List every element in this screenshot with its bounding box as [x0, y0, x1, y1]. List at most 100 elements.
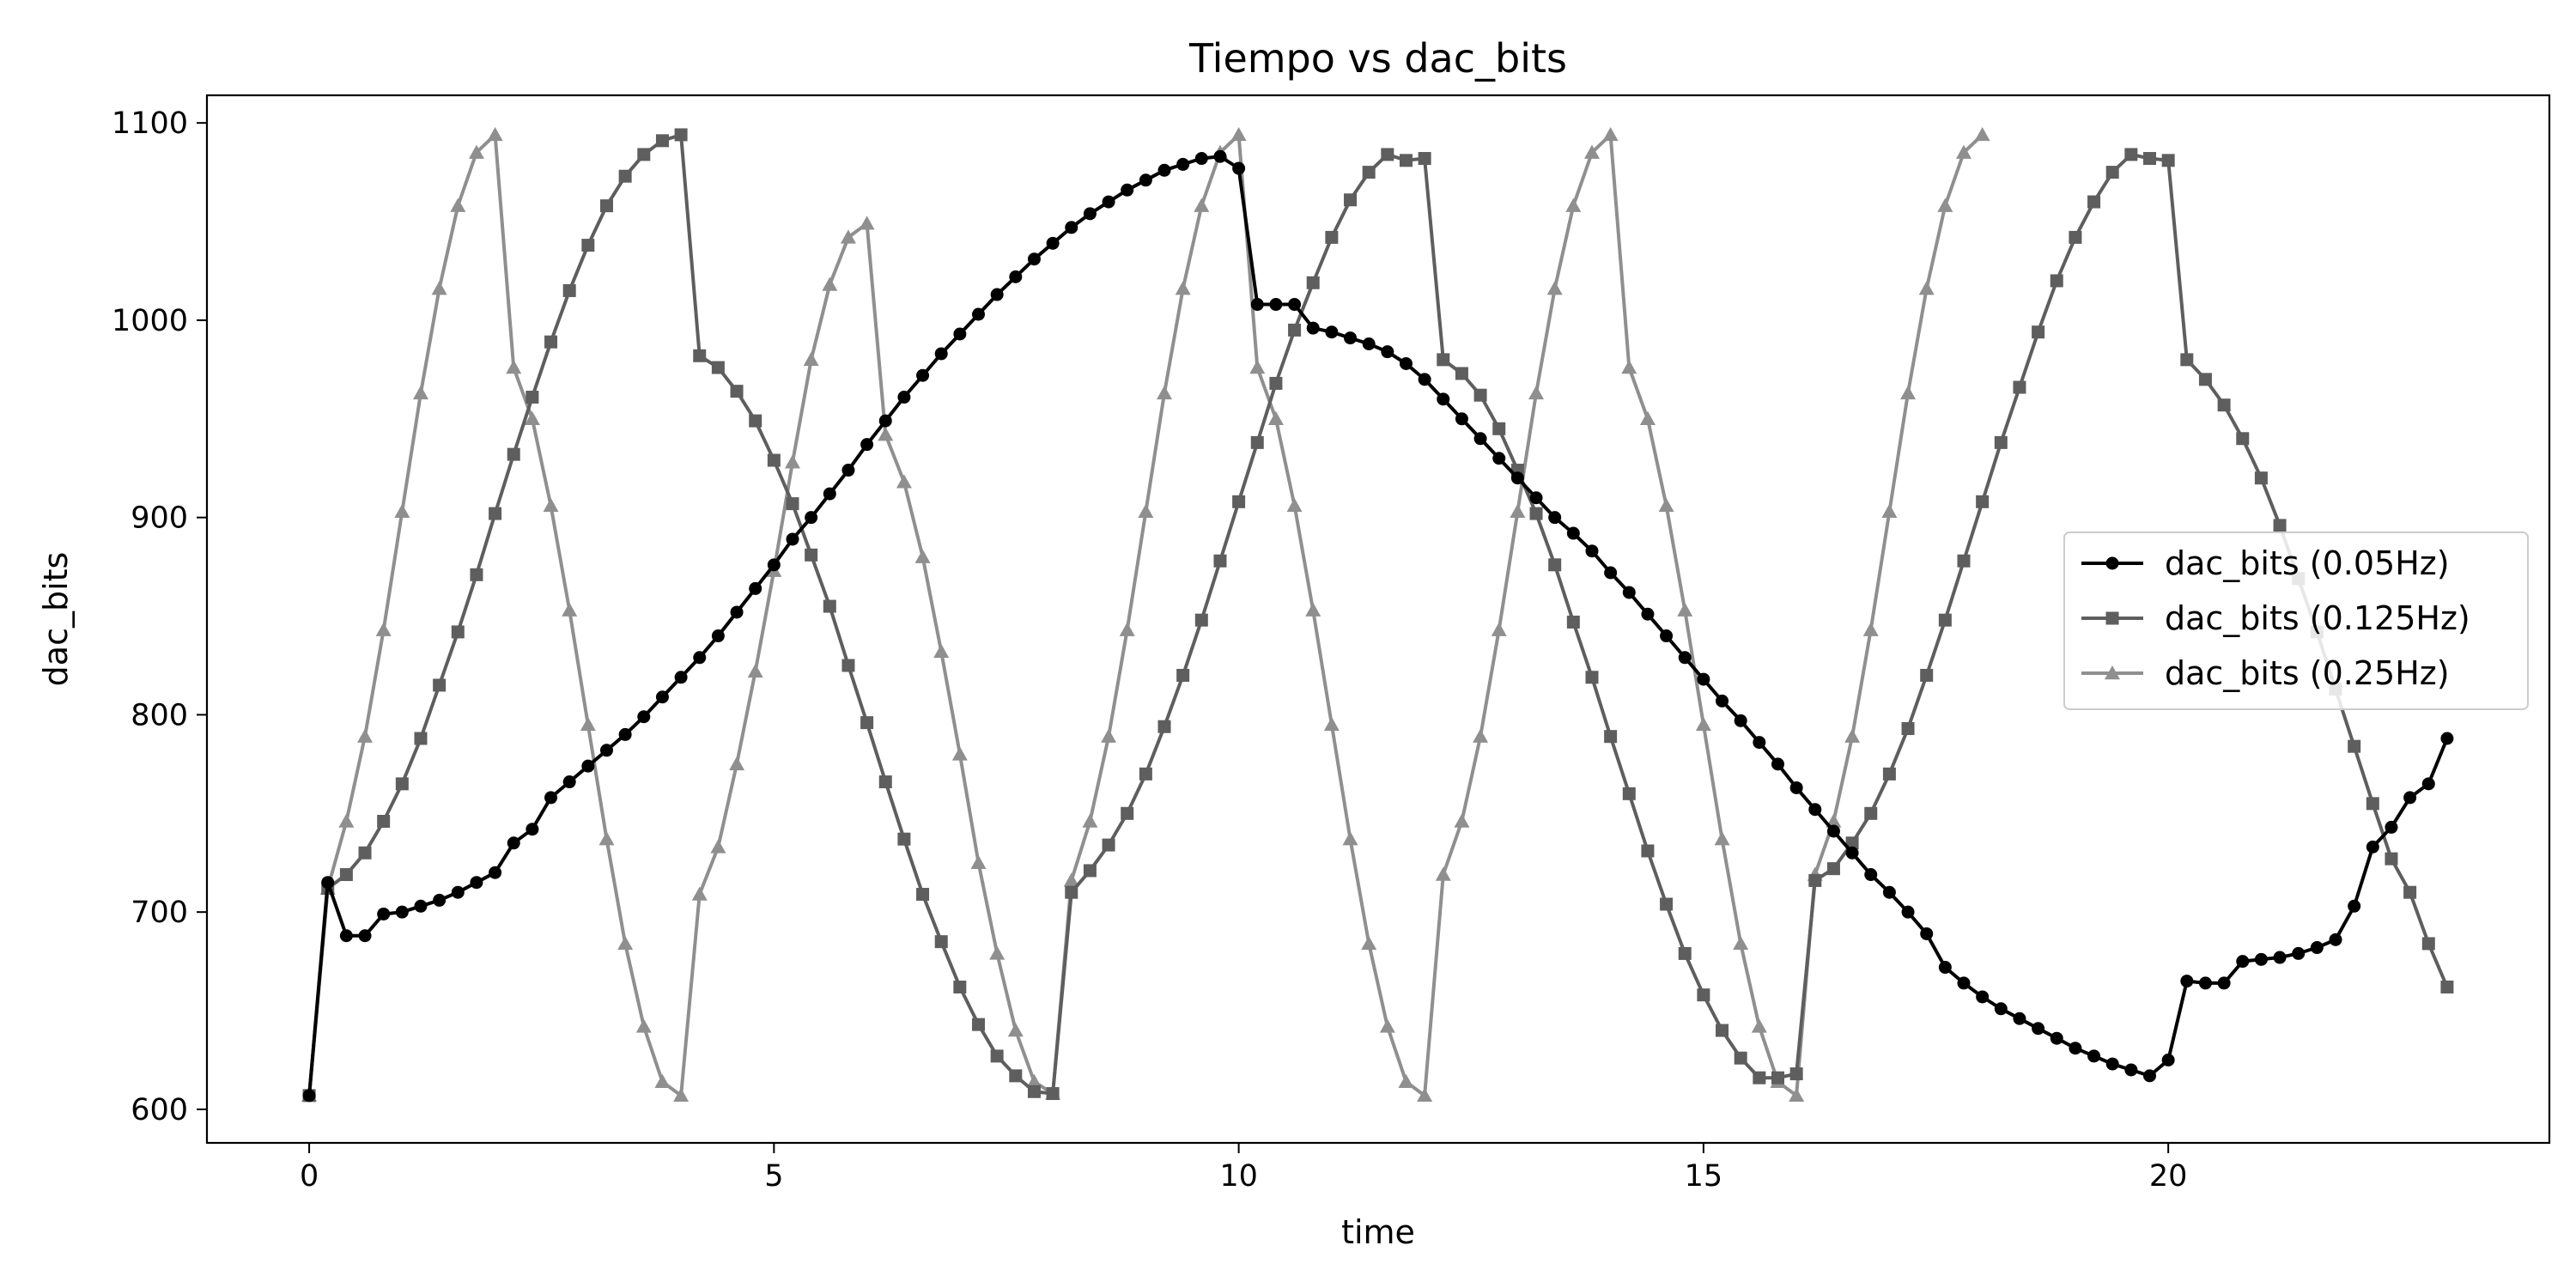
data-point: [1455, 412, 1468, 426]
data-point: [451, 625, 465, 639]
data-point: [859, 216, 875, 230]
data-point: [2440, 732, 2454, 745]
legend-label: dac_bits (0.125Hz): [2165, 599, 2470, 637]
data-point: [1138, 503, 1154, 518]
data-point: [1845, 846, 1859, 860]
data-point: [506, 360, 522, 374]
data-point: [934, 347, 948, 361]
data-point: [1119, 622, 1135, 636]
data-point: [972, 307, 986, 321]
data-point: [1529, 507, 1543, 520]
x-tick-label: 20: [2149, 1159, 2188, 1194]
data-point: [914, 549, 931, 563]
data-point: [1288, 323, 1302, 337]
data-point: [507, 836, 520, 850]
data-point: [1920, 927, 1934, 940]
data-point: [524, 410, 540, 425]
data-point: [840, 229, 856, 244]
data-point: [2348, 739, 2361, 753]
data-point: [1121, 183, 1134, 197]
y-tick-label: 1100: [112, 106, 188, 141]
data-point: [1844, 728, 1861, 743]
data-point: [1697, 988, 1710, 1002]
data-point: [1491, 622, 1507, 636]
data-point: [2050, 274, 2063, 288]
y-tick-label: 600: [131, 1093, 188, 1127]
data-point: [339, 868, 353, 882]
data-point: [2069, 1042, 2082, 1055]
data-point: [637, 148, 651, 161]
data-point: [2217, 398, 2231, 412]
data-point: [1157, 720, 1171, 733]
data-point: [1361, 935, 1377, 951]
data-point: [358, 846, 372, 860]
data-point: [878, 414, 892, 428]
data-point: [1342, 831, 1358, 846]
data-point: [1121, 806, 1134, 820]
data-point: [933, 643, 950, 659]
data-point: [1381, 345, 1394, 359]
data-point: [1622, 787, 1636, 800]
data-point: [1139, 173, 1152, 187]
data-point: [1528, 385, 1545, 400]
data-point: [1269, 376, 1283, 390]
x-axis-label: time: [1341, 1213, 1415, 1251]
data-point: [1920, 668, 1934, 682]
data-point: [1678, 946, 1692, 960]
data-point: [1789, 781, 1803, 794]
data-point: [2310, 941, 2324, 955]
data-point: [1677, 602, 1693, 617]
data-point: [1194, 613, 1208, 627]
y-tick-label: 900: [131, 501, 188, 536]
data-point: [951, 746, 968, 761]
data-point: [1399, 356, 1413, 370]
data-point: [1826, 862, 1840, 876]
data-point: [1065, 221, 1078, 234]
data-point: [1994, 1002, 2008, 1016]
data-point: [618, 169, 632, 183]
data-point: [2366, 840, 2379, 854]
data-point: [1529, 491, 1543, 505]
data-point: [990, 1049, 1004, 1063]
data-point: [1027, 252, 1041, 266]
data-point: [2105, 166, 2119, 179]
data-point: [916, 888, 930, 902]
data-point: [1881, 503, 1898, 518]
data-point: [785, 454, 800, 469]
data-point: [1641, 607, 1655, 621]
data-point: [822, 276, 838, 291]
data-point: [823, 599, 836, 613]
y-axis-ticks: 600 700 800 900 1000 1100: [112, 106, 207, 1127]
data-point: [1176, 157, 1190, 171]
data-point: [1213, 554, 1227, 568]
data-point: [1546, 281, 1563, 295]
data-point: [878, 775, 892, 789]
data-point: [2254, 471, 2268, 485]
data-point: [1399, 154, 1413, 167]
data-point: [431, 281, 447, 295]
data-point: [1604, 566, 1618, 580]
data-point: [2050, 1031, 2063, 1045]
data-point: [1583, 144, 1600, 159]
data-point: [1826, 824, 1840, 838]
data-point: [674, 128, 688, 142]
data-point: [2124, 148, 2138, 161]
data-point: [1510, 471, 1524, 485]
data-point: [395, 777, 409, 791]
data-point: [674, 671, 688, 684]
data-point: [2069, 230, 2082, 244]
series-triangle: [301, 126, 1990, 1103]
data-point: [693, 349, 707, 362]
data-point: [412, 385, 428, 400]
x-tick-label: 10: [1219, 1159, 1258, 1194]
data-point: [1232, 161, 1246, 175]
y-tick-label: 700: [131, 896, 188, 930]
data-point: [526, 823, 539, 836]
data-point: [599, 199, 613, 213]
legend-marker: [2105, 665, 2120, 680]
data-point: [1083, 864, 1097, 878]
data-point: [1938, 961, 1952, 975]
data-point: [1157, 163, 1171, 177]
data-point: [1734, 714, 1747, 727]
data-point: [990, 288, 1004, 301]
